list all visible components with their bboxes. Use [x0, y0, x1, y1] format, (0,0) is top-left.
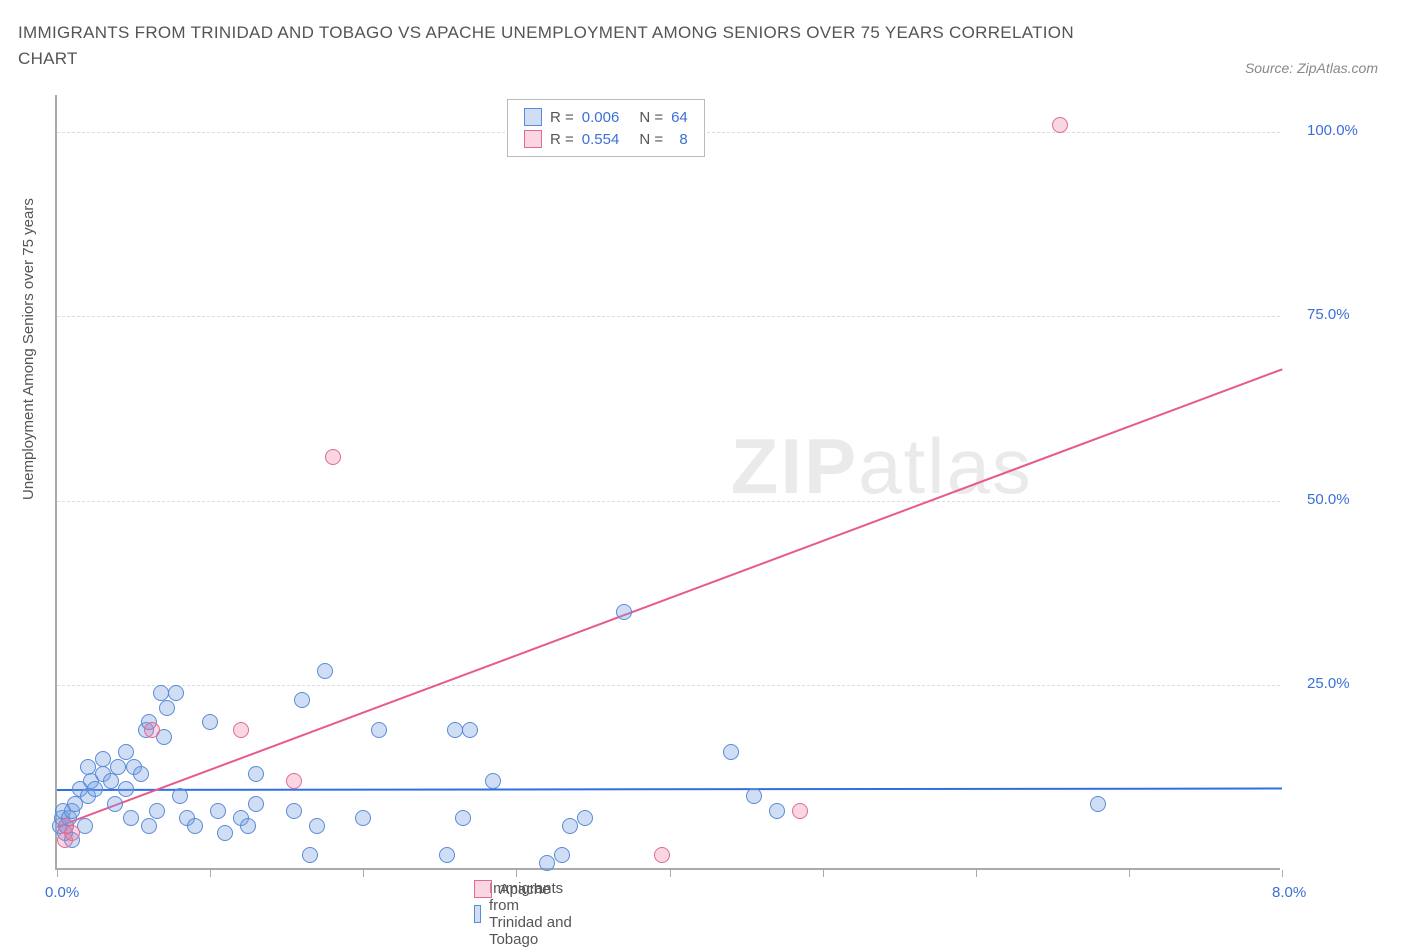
data-point-pink	[1052, 117, 1068, 133]
data-point-pink	[325, 449, 341, 465]
data-point-blue	[141, 818, 157, 834]
x-tick	[57, 870, 58, 877]
trend-line-blue	[57, 787, 1282, 790]
legend-n-label: N =	[635, 106, 667, 128]
x-tick	[516, 870, 517, 877]
y-tick-label: 25.0%	[1307, 675, 1350, 692]
x-tick	[210, 870, 211, 877]
data-point-blue	[616, 604, 632, 620]
chart-title: IMMIGRANTS FROM TRINIDAD AND TOBAGO VS A…	[18, 20, 1118, 71]
trend-line-pink	[57, 368, 1283, 827]
x-tick	[670, 870, 671, 877]
data-point-blue	[539, 855, 555, 871]
y-tick-label: 100.0%	[1307, 122, 1358, 139]
x-tick	[1282, 870, 1283, 877]
data-point-blue	[1090, 796, 1106, 812]
data-point-blue	[447, 722, 463, 738]
y-tick-label: 50.0%	[1307, 491, 1350, 508]
data-point-blue	[153, 685, 169, 701]
data-point-blue	[455, 810, 471, 826]
data-point-blue	[187, 818, 203, 834]
legend-swatch-pink	[524, 130, 542, 148]
data-point-pink	[233, 722, 249, 738]
data-point-blue	[562, 818, 578, 834]
data-point-blue	[118, 744, 134, 760]
data-point-blue	[172, 788, 188, 804]
x-tick	[363, 870, 364, 877]
y-axis-label: Unemployment Among Seniors over 75 years	[20, 198, 37, 500]
x-tick	[823, 870, 824, 877]
legend-bottom-item: Apache	[474, 880, 551, 898]
legend-n-label: N =	[635, 128, 667, 150]
data-point-blue	[769, 803, 785, 819]
watermark: ZIPatlas	[731, 421, 1033, 512]
data-point-blue	[87, 781, 103, 797]
data-point-blue	[217, 825, 233, 841]
chart-area: 25.0%50.0%75.0%100.0%0.0%8.0%ZIPatlasR =…	[55, 95, 1375, 890]
data-point-blue	[723, 744, 739, 760]
y-tick-label: 75.0%	[1307, 306, 1350, 323]
legend-r-value-blue: 0.006	[578, 106, 624, 128]
data-point-blue	[439, 847, 455, 863]
x-tick-label-max: 8.0%	[1272, 884, 1306, 901]
data-point-blue	[248, 766, 264, 782]
data-point-blue	[286, 803, 302, 819]
data-point-blue	[103, 773, 119, 789]
data-point-pink	[64, 825, 80, 841]
data-point-pink	[792, 803, 808, 819]
data-point-blue	[123, 810, 139, 826]
legend-n-value-blue: 64	[667, 106, 692, 128]
data-point-pink	[144, 722, 160, 738]
x-tick	[1129, 870, 1130, 877]
data-point-blue	[355, 810, 371, 826]
data-point-pink	[286, 773, 302, 789]
data-point-blue	[309, 818, 325, 834]
grid-line	[57, 685, 1280, 686]
data-point-blue	[294, 692, 310, 708]
data-point-blue	[371, 722, 387, 738]
plot-region: 25.0%50.0%75.0%100.0%0.0%8.0%ZIPatlasR =…	[55, 95, 1280, 870]
legend-swatch	[474, 905, 481, 923]
legend-swatch	[474, 880, 492, 898]
grid-line	[57, 501, 1280, 502]
data-point-blue	[159, 700, 175, 716]
data-point-blue	[248, 796, 264, 812]
data-point-pink	[654, 847, 670, 863]
grid-line	[57, 316, 1280, 317]
data-point-blue	[107, 796, 123, 812]
data-point-blue	[202, 714, 218, 730]
data-point-blue	[240, 818, 256, 834]
data-point-blue	[80, 759, 96, 775]
data-point-blue	[577, 810, 593, 826]
data-point-blue	[168, 685, 184, 701]
data-point-blue	[462, 722, 478, 738]
data-point-blue	[317, 663, 333, 679]
legend-r-label: R =	[546, 106, 578, 128]
data-point-blue	[302, 847, 318, 863]
legend-r-value-pink: 0.554	[578, 128, 624, 150]
data-point-blue	[118, 781, 134, 797]
data-point-blue	[210, 803, 226, 819]
x-tick-label-min: 0.0%	[45, 884, 79, 901]
data-point-blue	[485, 773, 501, 789]
x-tick	[976, 870, 977, 877]
legend-n-value-pink: 8	[667, 128, 692, 150]
legend-swatch-blue	[524, 108, 542, 126]
legend-r-label: R =	[546, 128, 578, 150]
source-attribution: Source: ZipAtlas.com	[1245, 60, 1378, 76]
data-point-blue	[95, 751, 111, 767]
data-point-blue	[746, 788, 762, 804]
data-point-blue	[149, 803, 165, 819]
legend-label: Apache	[500, 881, 551, 898]
data-point-blue	[554, 847, 570, 863]
data-point-blue	[133, 766, 149, 782]
legend-stats: R =0.006 N =64 R =0.554 N =8	[507, 99, 705, 157]
data-point-blue	[110, 759, 126, 775]
